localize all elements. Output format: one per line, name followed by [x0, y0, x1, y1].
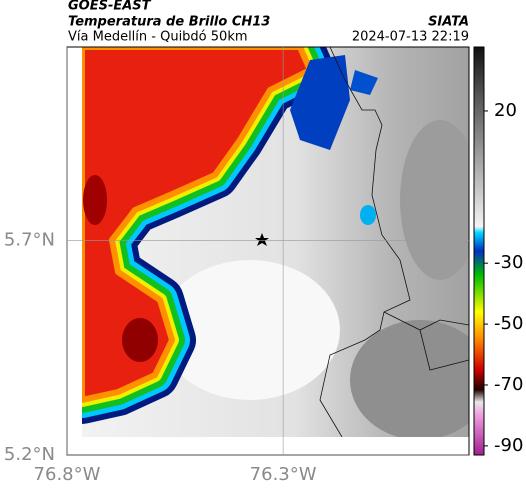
colorbar: [473, 46, 485, 456]
location-marker: [255, 233, 269, 246]
colorbar-label: -90: [494, 435, 523, 456]
x-tick-label: 76.8°W: [34, 464, 101, 485]
y-tick-label: 5.2°N: [4, 444, 55, 465]
x-tick-label: 76.3°W: [250, 464, 317, 485]
colorbar-label: 20: [494, 100, 517, 121]
colorbar-label: -70: [494, 374, 523, 395]
datetime: 2024-07-13 22:19: [352, 30, 469, 45]
route: Vía Medellín - Quibdó 50km: [68, 30, 248, 45]
subtitle: Temperatura de Brillo CH13: [68, 15, 270, 30]
header: GOES-EAST Temperatura de Brillo CH13 Vía…: [68, 0, 469, 45]
title: GOES-EAST: [68, 0, 152, 14]
source: SIATA: [428, 15, 469, 30]
imagery: [82, 47, 469, 437]
colorbar-label: -50: [494, 313, 523, 334]
colorbar-label: -30: [494, 252, 523, 273]
y-tick-label: 5.7°N: [4, 229, 55, 250]
